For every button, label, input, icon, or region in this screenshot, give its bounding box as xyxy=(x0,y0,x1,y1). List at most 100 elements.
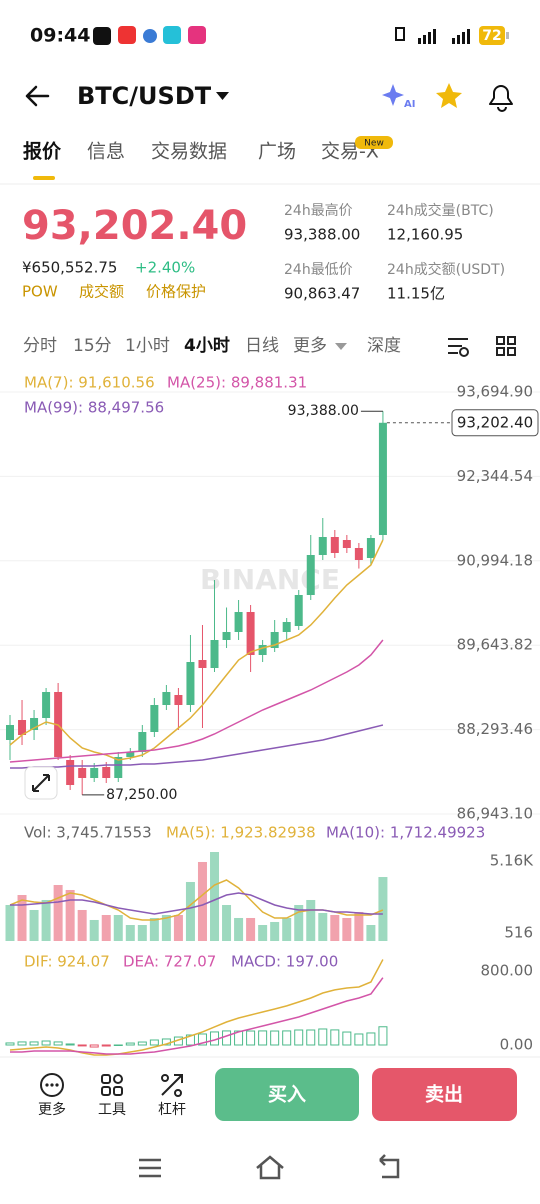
line xyxy=(10,724,384,769)
ai-icon[interactable] xyxy=(382,84,404,106)
volume-bar xyxy=(185,881,195,941)
action-label[interactable]: 更多 xyxy=(38,1101,66,1118)
tab[interactable]: 报价 xyxy=(23,140,62,163)
candle-body xyxy=(6,725,14,740)
candle-body xyxy=(30,718,39,730)
stat-label: 24h最低价 xyxy=(284,262,353,278)
alert-button[interactable] xyxy=(489,85,513,112)
stat-label: 24h最高价 xyxy=(284,202,353,219)
interval[interactable]: 日线 xyxy=(245,336,279,356)
macd-bar xyxy=(89,1044,99,1048)
legend-entry: MA(25): 89,881.31 xyxy=(167,374,307,392)
last-price-label: 93,202.40 xyxy=(457,413,533,431)
y-tick-label: 5.16K xyxy=(490,852,534,870)
interval[interactable]: 4小时 xyxy=(184,336,230,356)
favorite-button[interactable] xyxy=(436,83,462,108)
tab[interactable]: 广场 xyxy=(258,141,296,163)
pair-dropdown[interactable] xyxy=(216,92,229,100)
stat-value: 12,160.95 xyxy=(387,226,463,244)
candle-body xyxy=(90,768,99,778)
macd-bar xyxy=(282,1030,292,1046)
price-tag[interactable]: 成交额 xyxy=(79,283,124,301)
action-label[interactable]: 工具 xyxy=(98,1102,126,1118)
line xyxy=(10,977,384,1055)
status-time: 09:44 xyxy=(30,25,90,47)
back-button[interactable] xyxy=(25,85,50,107)
stat-value: 90,863.47 xyxy=(284,285,360,303)
volume-title: Vol: 3,745.71553 xyxy=(24,824,152,842)
macd-bar xyxy=(222,1030,232,1046)
candle-body xyxy=(198,660,207,668)
candle-body xyxy=(138,732,147,752)
candle-body xyxy=(114,757,123,778)
macd-bar xyxy=(137,1041,147,1046)
buy-label: 买入 xyxy=(268,1084,306,1106)
candle-body xyxy=(354,548,363,560)
macd-bar xyxy=(306,1029,316,1046)
macd-bar xyxy=(29,1041,39,1046)
pair-name[interactable]: BTC/USDT xyxy=(77,82,212,110)
new-badge: New xyxy=(364,139,384,149)
y-tick-label: 800.00 xyxy=(481,961,534,979)
y-tick-label: 90,994.18 xyxy=(457,551,533,569)
y-tick-label: 86,943.10 xyxy=(457,804,533,822)
status-icon xyxy=(163,26,181,44)
macd-bar xyxy=(197,1033,207,1046)
y-tick-label: 88,293.46 xyxy=(457,720,533,738)
price-tag[interactable]: POW xyxy=(22,283,58,301)
status-icon xyxy=(118,26,136,44)
price-tag[interactable]: 价格保护 xyxy=(146,283,206,301)
battery-tip xyxy=(506,32,509,39)
macd-bar xyxy=(41,1040,51,1046)
stat-label: 24h成交量(BTC) xyxy=(387,202,494,219)
indicator-settings[interactable] xyxy=(448,338,469,357)
candle-body xyxy=(162,692,171,705)
interval[interactable]: 分时 xyxy=(23,336,57,356)
price-cny: ¥650,552.75 xyxy=(22,259,117,277)
macd-bar xyxy=(77,1044,87,1047)
macd-bar xyxy=(65,1043,75,1046)
battery-level: 72 xyxy=(482,28,501,44)
volume-bar xyxy=(77,909,87,941)
layout-button[interactable] xyxy=(496,336,516,356)
tools-icon[interactable] xyxy=(101,1074,123,1096)
more-dots xyxy=(45,1083,59,1087)
legend-entry: MA(10): 1,712.49923 xyxy=(326,824,485,842)
candle-body xyxy=(282,622,291,632)
buy-button[interactable] xyxy=(215,1068,359,1121)
new-badge-bg xyxy=(355,136,393,149)
candle-body xyxy=(294,595,303,626)
volume-bar xyxy=(270,921,280,941)
candle-body xyxy=(270,632,279,648)
macd-bar xyxy=(185,1034,195,1046)
line xyxy=(10,892,383,915)
nav-home[interactable] xyxy=(256,1155,284,1180)
volume-bar xyxy=(5,905,15,941)
volume-bar xyxy=(330,915,340,941)
candle-body xyxy=(366,538,375,558)
tab[interactable]: 交易数据 xyxy=(151,141,227,163)
action-label[interactable]: 杠杆 xyxy=(158,1102,186,1118)
interval[interactable]: 更多 xyxy=(293,336,327,356)
y-tick-label: 92,344.54 xyxy=(457,467,533,485)
leverage-icon[interactable] xyxy=(161,1074,183,1097)
tab[interactable]: 信息 xyxy=(87,141,125,163)
interval[interactable]: 1小时 xyxy=(125,336,170,356)
macd-bar xyxy=(246,1030,256,1046)
candle-body xyxy=(234,612,243,632)
volume-bar xyxy=(378,877,388,941)
macd-bar xyxy=(342,1031,352,1046)
macd-bar xyxy=(113,1044,123,1046)
nav-back[interactable] xyxy=(379,1154,400,1179)
candle-body xyxy=(18,720,27,735)
more-icon[interactable] xyxy=(40,1073,64,1097)
y-tick-label: 89,643.82 xyxy=(457,636,533,654)
interval[interactable]: 15分 xyxy=(73,336,112,356)
more-dropdown[interactable] xyxy=(335,343,347,350)
sell-button[interactable] xyxy=(372,1068,517,1121)
volume-bar xyxy=(101,915,111,941)
macd-bar xyxy=(101,1044,111,1047)
interval[interactable]: 深度 xyxy=(367,336,401,356)
nav-recent[interactable] xyxy=(139,1158,161,1178)
candle-body xyxy=(78,768,87,778)
